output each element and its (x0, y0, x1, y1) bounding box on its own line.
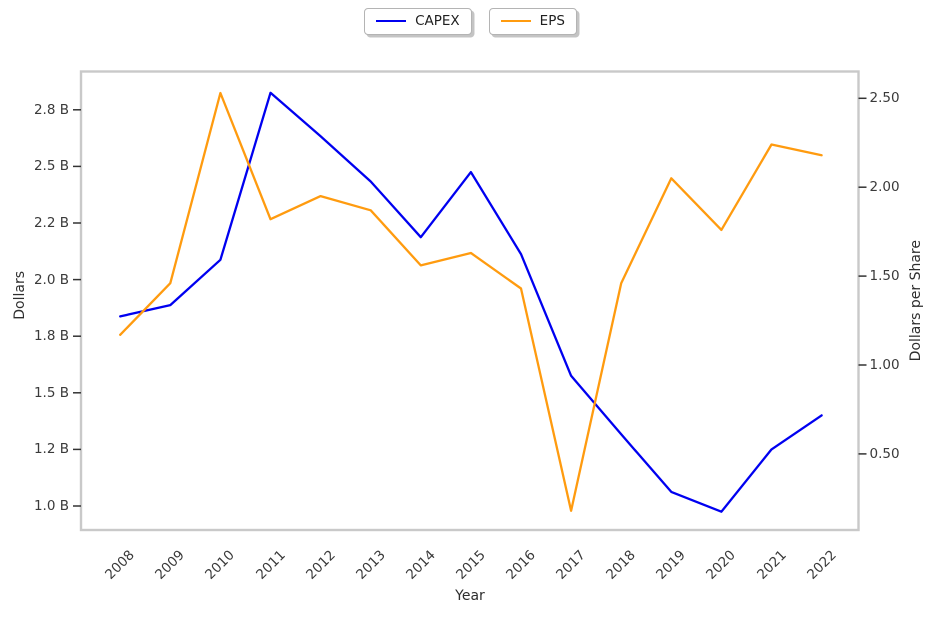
plot-frame (79, 70, 860, 532)
left-tick-label: 2.8 B (33, 101, 69, 118)
left-tick-label: 1.0 B (33, 498, 69, 514)
eps-line (119, 91, 823, 512)
legend-box-capex: CAPEX (364, 8, 472, 35)
left-tick-label: 1.8 B (33, 328, 69, 345)
legend-label-capex: CAPEX (415, 13, 460, 29)
left-tick-label: 2.5 B (33, 158, 69, 175)
legend-label-eps: EPS (539, 13, 565, 29)
legend: CAPEX EPS (0, 8, 941, 35)
capex-line-swatch-icon (376, 19, 407, 23)
right-tick-label: 2.50 (869, 90, 900, 107)
legend-box-eps: EPS (488, 8, 577, 35)
right-tick-label: 1.50 (869, 268, 900, 285)
left-tick-label: 2.2 B (33, 215, 69, 231)
left-tick-label: 2.0 B (33, 271, 69, 288)
right-axis-title: Dollars per Share (908, 240, 924, 362)
right-tick-label: 1.00 (869, 357, 900, 373)
right-tick-label: 0.50 (869, 445, 900, 462)
left-tick-label: 1.5 B (33, 384, 69, 401)
capex-line (119, 91, 823, 513)
x-axis-title: Year (455, 588, 485, 604)
right-tick-label: 2.00 (869, 179, 900, 196)
eps-line-swatch-icon (500, 19, 531, 23)
left-tick-label: 1.2 B (33, 441, 69, 458)
